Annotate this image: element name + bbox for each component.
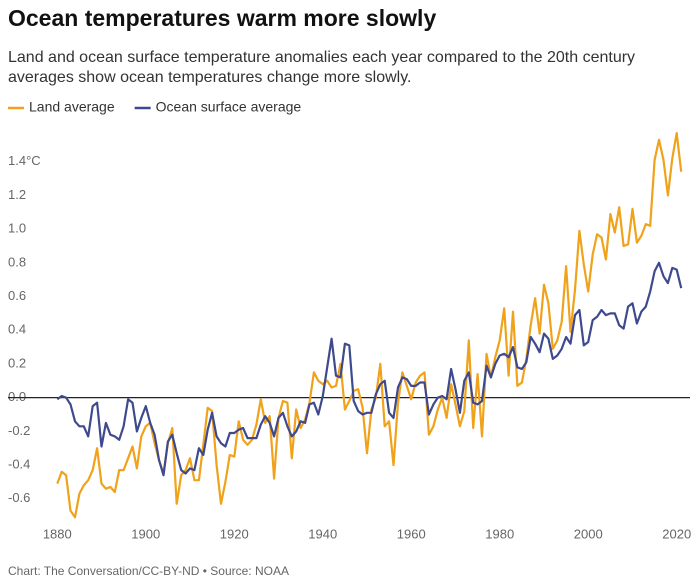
series-line — [56, 261, 683, 477]
series-line — [56, 132, 683, 519]
x-tick-label: 1880 — [43, 526, 72, 541]
y-tick-label: 0.8 — [8, 254, 26, 269]
x-tick-label: 1900 — [131, 526, 160, 541]
y-tick-label: 0.2 — [8, 355, 26, 370]
x-tick-label: 1940 — [308, 526, 337, 541]
legend-label: Land average — [29, 99, 115, 115]
x-tick-label: 2020 — [662, 526, 691, 541]
source-note: Chart: The Conversation/CC-BY-ND • Sourc… — [8, 564, 289, 578]
y-tick-label: -0.2 — [8, 423, 30, 438]
legend-label: Ocean surface average — [156, 99, 302, 115]
y-tick-label: 1.0 — [8, 221, 26, 236]
y-tick-label: -0.6 — [8, 490, 30, 505]
y-tick-label: 0.4 — [8, 322, 26, 337]
x-tick-label: 1920 — [220, 526, 249, 541]
x-tick-label: 1960 — [397, 526, 426, 541]
y-tick-label: -0.4 — [8, 457, 30, 472]
chart-title: Ocean temperatures warm more slowly — [8, 5, 436, 31]
chart-subtitle: Land and ocean surface temperature anoma… — [8, 49, 635, 66]
y-tick-label: 0.0 — [8, 389, 26, 404]
y-tick-label: 1.4°C — [8, 153, 41, 168]
x-tick-label: 1980 — [485, 526, 514, 541]
y-tick-label: 0.6 — [8, 288, 26, 303]
y-tick-label: 1.2 — [8, 187, 26, 202]
x-tick-label: 2000 — [574, 526, 603, 541]
chart-subtitle: averages show ocean temperatures change … — [8, 69, 411, 86]
